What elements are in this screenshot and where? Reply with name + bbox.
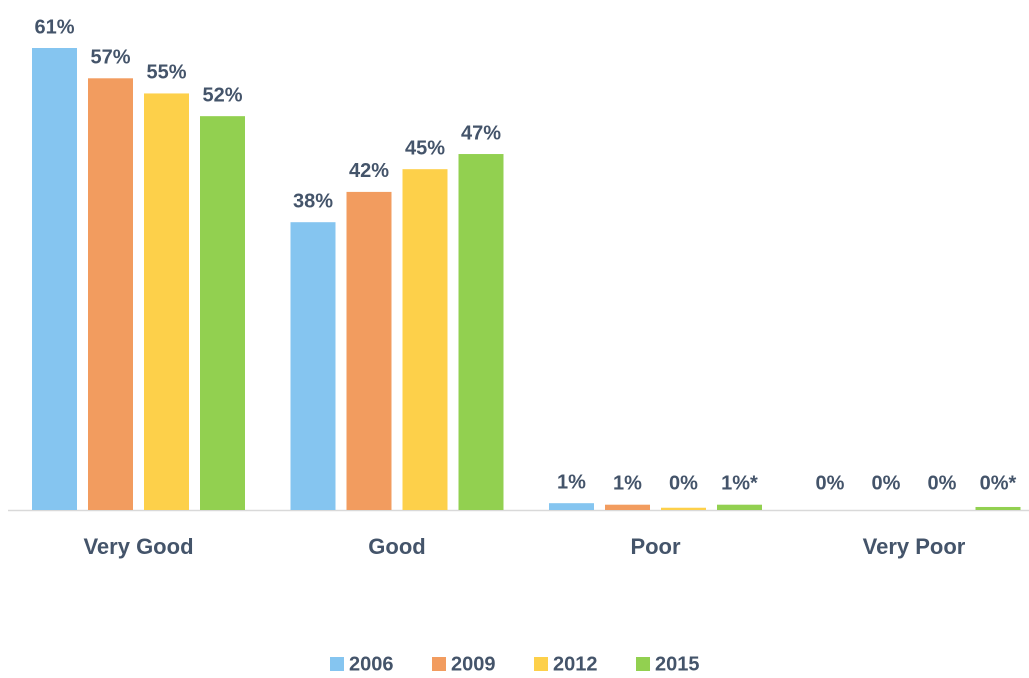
legend-swatch: [534, 657, 548, 671]
legend-swatch: [636, 657, 650, 671]
value-label: 57%: [90, 47, 130, 69]
value-label: 0%: [928, 472, 957, 494]
legend-label: 2009: [451, 653, 496, 675]
bar: [402, 169, 448, 510]
bar: [88, 78, 133, 511]
value-label: 47%: [461, 122, 501, 144]
value-label: 42%: [349, 160, 389, 182]
category-label: Very Poor: [863, 534, 966, 559]
value-label: 0%: [669, 472, 698, 494]
value-label: 0%: [872, 472, 901, 494]
bar: [549, 503, 594, 510]
bar: [144, 93, 189, 510]
legend-label: 2006: [349, 653, 394, 675]
value-label: 1%: [557, 471, 586, 493]
value-label: 61%: [34, 16, 74, 38]
value-label: 45%: [405, 137, 445, 159]
bar: [458, 154, 504, 511]
bar: [346, 191, 392, 510]
legend-swatch: [330, 657, 344, 671]
value-label: 55%: [146, 62, 186, 84]
value-label: 52%: [202, 84, 242, 106]
category-label: Poor: [630, 534, 681, 559]
value-label: 1%: [613, 472, 642, 494]
value-label: 0%: [816, 472, 845, 494]
bar: [605, 504, 650, 510]
bar: [290, 222, 336, 510]
bar: [717, 504, 762, 510]
category-label: Very Good: [83, 534, 193, 559]
value-label: 0%*: [980, 472, 1017, 494]
bar: [975, 506, 1021, 510]
value-label: 1%*: [721, 472, 758, 494]
legend-label: 2012: [553, 653, 598, 675]
bar: [200, 116, 245, 510]
category-label: Good: [368, 534, 425, 559]
bar: [32, 48, 77, 510]
value-label: 38%: [293, 190, 333, 212]
bar: [661, 507, 706, 510]
legend-swatch: [432, 657, 446, 671]
legend-label: 2015: [655, 653, 700, 675]
